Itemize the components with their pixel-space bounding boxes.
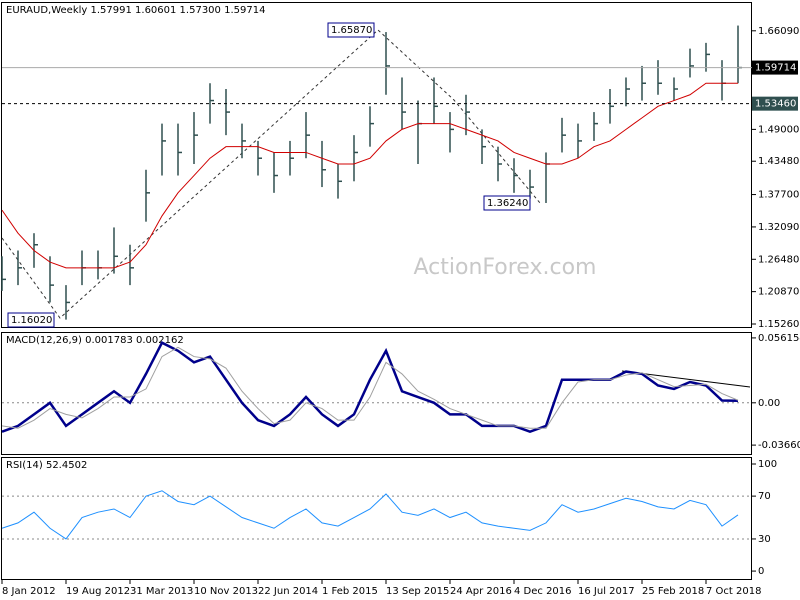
x-tick-label: 13 Sep 2015 <box>386 586 449 597</box>
annotation-box <box>7 312 55 328</box>
x-tick-label: 4 Dec 2016 <box>514 586 572 597</box>
y-tick-label: 1.66090 <box>758 26 799 37</box>
rsi-title: RSI(14) 52.4502 <box>6 460 87 471</box>
price-label: 1.53460 <box>755 99 796 110</box>
series-line <box>1 341 739 434</box>
annotation: 1.36240 <box>487 198 528 209</box>
x-tick-label: 1 Feb 2015 <box>322 586 378 597</box>
annotation-box <box>327 22 375 38</box>
x-tick-label: 31 Mar 2013 <box>130 586 193 597</box>
x-tick-label: 24 Apr 2016 <box>450 586 512 597</box>
y-tick-label: 1.32090 <box>758 222 799 233</box>
price-label-box <box>752 96 798 111</box>
y-tick-label: 1.26480 <box>758 254 799 265</box>
x-tick-label: 25 Feb 2018 <box>642 586 704 597</box>
x-tick-label: 22 Jun 2014 <box>258 586 318 597</box>
annotation: 1.16020 <box>11 315 52 326</box>
series-line <box>1 82 738 269</box>
series-line <box>1 490 739 540</box>
y-tick-label: 0.056154 <box>758 333 800 344</box>
price-label-box <box>752 60 798 75</box>
y-tick-label: 0.00 <box>758 398 780 409</box>
y-tick-label: 1.20870 <box>758 287 799 298</box>
y-tick-label: 30 <box>758 534 771 545</box>
x-tick-label: 16 Jul 2017 <box>578 586 635 597</box>
y-tick-label: 1.43480 <box>758 156 799 167</box>
series-line <box>1 346 739 429</box>
macd-title: MACD(12,26,9) 0.001783 0.002162 <box>6 335 184 346</box>
rsi-panel <box>1 457 752 580</box>
x-tick-label: 7 Oct 2018 <box>706 586 761 597</box>
y-tick-label: 1.15260 <box>758 319 799 330</box>
annotation: 1.65870 <box>331 25 372 36</box>
annotation-box <box>483 195 531 211</box>
y-tick-label: 1.37700 <box>758 190 799 201</box>
y-tick-label: 70 <box>758 491 771 502</box>
x-tick-label: 8 Jan 2012 <box>2 586 56 597</box>
y-tick-label: 1.49000 <box>758 124 799 135</box>
price-panel <box>1 2 752 328</box>
y-tick-label: 0 <box>758 566 764 577</box>
x-tick-label: 10 Nov 2013 <box>194 586 258 597</box>
price-label: 1.59714 <box>755 63 796 74</box>
macd-panel <box>1 332 752 455</box>
y-tick-label: 100 <box>758 459 777 470</box>
chart-title: EURAUD,Weekly 1.57991 1.60601 1.57300 1.… <box>6 5 265 16</box>
x-tick-label: 19 Aug 2012 <box>66 586 130 597</box>
watermark: ActionForex.com <box>414 255 597 280</box>
